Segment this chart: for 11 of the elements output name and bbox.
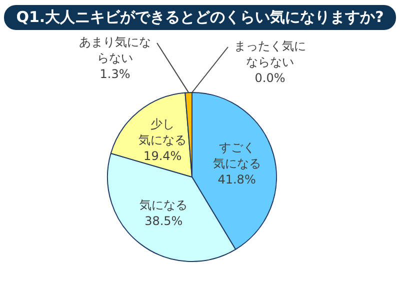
category-label: まったく気にならない (234, 39, 306, 70)
slice-label: 少し気になる (138, 117, 187, 148)
data-label: 1.3% (100, 67, 130, 82)
data-label: 38.5% (144, 214, 183, 228)
text: 0.0% (254, 71, 286, 86)
data-label: 41.8% (218, 172, 256, 187)
slice-label: すごく気になる (212, 140, 261, 171)
slice-label: あまり気にならない (79, 35, 151, 66)
data-label: 19.4% (144, 149, 182, 164)
chart-title: Q1.大人ニキビができるとどのくらい気になりますか? (4, 5, 396, 30)
slice-label: 気になる (140, 198, 188, 212)
